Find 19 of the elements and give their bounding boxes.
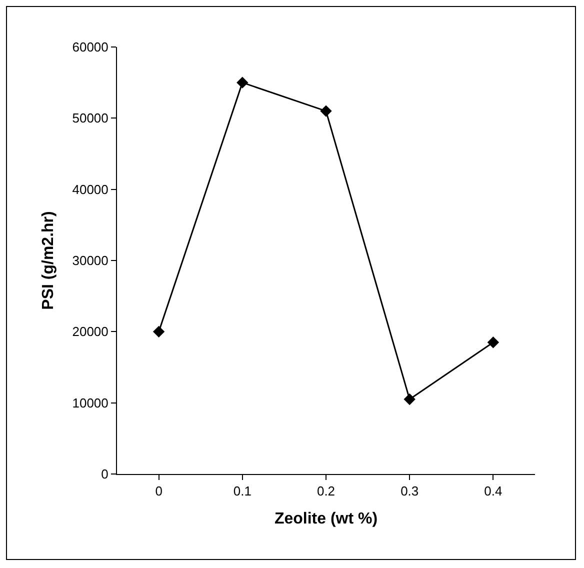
x-tick-label: 0.2: [316, 484, 336, 499]
y-tick-label: 40000: [72, 182, 108, 197]
x-axis-title: Zeolite (wt %): [274, 510, 378, 528]
y-tick-label: 10000: [72, 395, 108, 410]
x-tick-label: 0.3: [400, 484, 419, 499]
point: [152, 326, 165, 338]
point: [404, 393, 416, 406]
y-tick-label: 0: [101, 466, 108, 482]
point: [487, 336, 500, 348]
x-tick-label: 0.4: [484, 484, 502, 499]
y-tick-label: 20000: [72, 324, 108, 340]
x-tick-label: 0: [155, 484, 162, 499]
x-tick-label: 0.1: [233, 484, 252, 499]
y-tick-label: 50000: [72, 110, 108, 126]
y-axis-title: PSI (g/m2.hr): [40, 211, 58, 310]
y-tick-label: 60000: [72, 40, 108, 55]
point: [236, 76, 248, 88]
y-tick-label: 30000: [72, 253, 108, 268]
point: [320, 105, 332, 117]
